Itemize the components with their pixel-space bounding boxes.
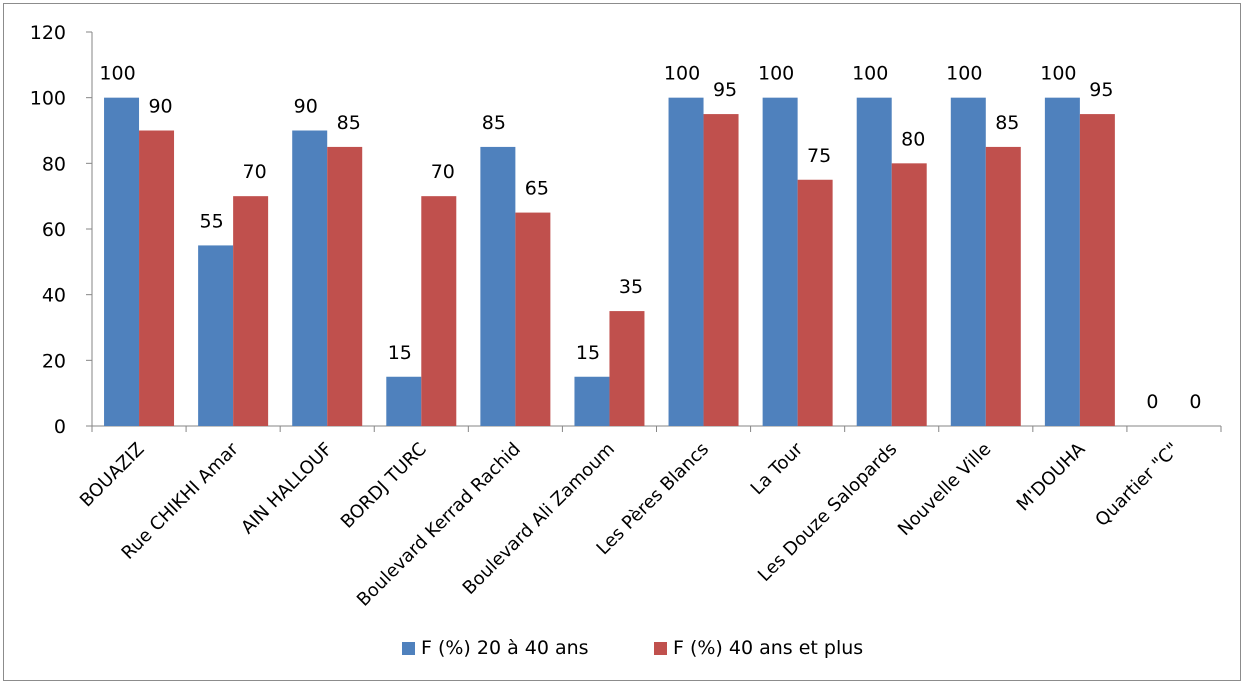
legend: F (%) 20 à 40 ans F (%) 40 ans et plus [402,637,863,659]
bar-series1 [762,97,798,427]
y-tick-label: 80 [42,153,66,175]
bar-series2 [609,311,645,426]
data-label: 100 [946,63,982,85]
y-tick-label: 100 [30,88,66,110]
category-label: Boulevard Ali Zamoum [459,439,619,599]
data-label: 15 [576,342,600,364]
data-label: 100 [758,63,794,85]
legend-label: F (%) 20 à 40 ans [421,637,589,659]
y-tick-label: 120 [30,22,66,44]
legend-swatch [402,642,415,655]
bar-series1 [198,245,234,426]
data-label: 85 [995,112,1019,134]
bar-series2 [703,114,739,426]
category-label: Nouvelle Ville [894,439,995,540]
bar-series1 [480,146,516,426]
bar-series2 [421,196,457,426]
y-tick-label: 0 [54,416,66,438]
category-label: La Tour [747,438,808,499]
bars [104,97,1115,427]
bar-series2 [515,212,551,426]
bar-series1 [668,97,704,427]
category-label: M'DOUHA [1013,438,1090,515]
y-tick-label: 20 [42,350,66,372]
category-label: Quartier "C" [1091,439,1183,531]
bar-series2 [233,196,269,426]
bar-series2 [327,146,363,426]
bar-series1 [1044,97,1080,427]
bar-series1 [574,376,610,426]
data-label: 95 [1089,79,1113,101]
category-label: Boulevard Kerrad Rachid [353,439,525,611]
data-label: 0 [1189,391,1201,413]
category-label: BOUAZIZ [76,439,149,512]
data-label: 85 [482,112,506,134]
data-label: 35 [619,276,643,298]
data-label: 80 [901,128,925,150]
data-label: 90 [294,96,318,118]
bar-series1 [292,130,328,426]
bar-series2 [797,179,833,426]
bar-series2 [139,130,175,426]
bar-series1 [950,97,986,427]
legend-swatch [654,642,667,655]
data-label: 100 [852,63,888,85]
bar-series2 [1079,114,1115,426]
legend-label: F (%) 40 ans et plus [673,637,863,659]
bar-series2 [985,146,1021,426]
bar-series1 [386,376,422,426]
data-label: 90 [148,96,172,118]
data-label: 100 [1040,63,1076,85]
data-label: 85 [337,112,361,134]
y-tick-label: 60 [42,219,66,241]
data-label: 100 [664,63,700,85]
data-label: 100 [99,63,135,85]
data-label: 95 [713,79,737,101]
data-label: 75 [807,145,831,167]
data-label: 70 [431,161,455,183]
bar-series1 [856,97,892,427]
y-tick-label: 40 [42,285,66,307]
data-label: 55 [200,210,224,232]
data-label: 65 [525,178,549,200]
data-labels: 100 55 90 15 85 15 100 100 100 100 100 0 90 70 85 70 65 3… [99,63,1201,413]
data-label: 70 [243,161,267,183]
category-label: AIN HALLOUF [237,439,337,539]
data-label: 15 [388,342,412,364]
category-label: BORDJ TURC [337,439,431,533]
bar-series1 [104,97,140,427]
y-axis: 0 20 40 60 80 100 120 [30,22,93,438]
data-label: 0 [1146,391,1158,413]
bar-series2 [891,163,927,427]
